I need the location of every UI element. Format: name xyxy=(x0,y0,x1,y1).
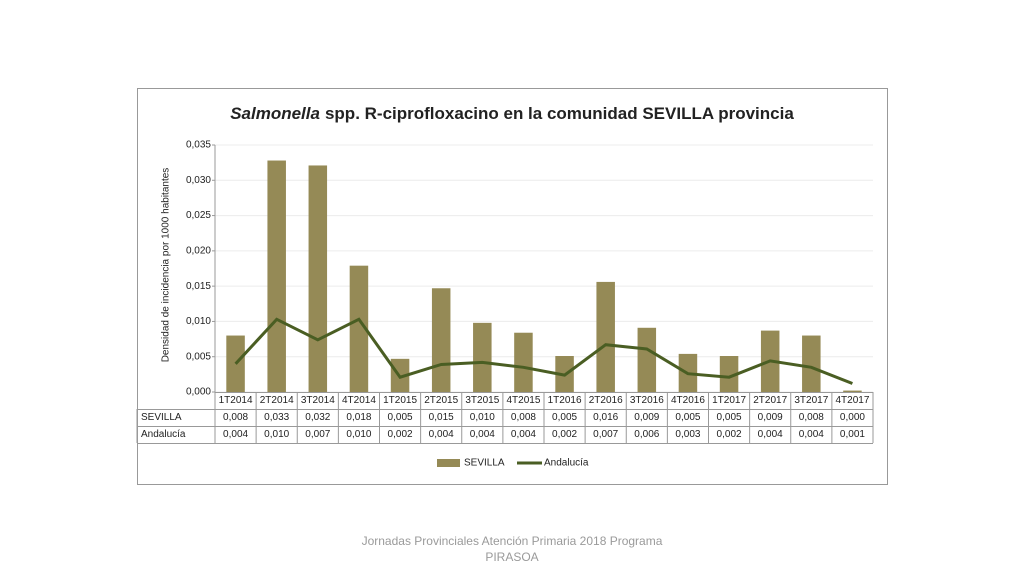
x-tick-label: 1T2016 xyxy=(548,395,582,406)
y-tick-label: 0,015 xyxy=(186,281,211,292)
table-value: 0,010 xyxy=(346,429,371,440)
table-value: 0,005 xyxy=(675,412,700,423)
table-value: 0,006 xyxy=(634,429,659,440)
chart-title: Salmonella spp. R-ciprofloxacino en la co… xyxy=(230,104,794,123)
table-value: 0,000 xyxy=(840,412,865,423)
bar xyxy=(349,265,369,392)
table-value: 0,005 xyxy=(552,412,577,423)
x-tick-label: 1T2014 xyxy=(219,395,253,406)
x-tick-label: 4T2015 xyxy=(506,395,540,406)
y-tick-label: 0,025 xyxy=(186,210,211,221)
x-tick-label: 3T2015 xyxy=(465,395,499,406)
x-tick-label: 2T2015 xyxy=(424,395,458,406)
title-rest: spp. R-ciprofloxacino en la comunidad SE… xyxy=(325,104,794,123)
table-value: 0,008 xyxy=(511,412,536,423)
table-value: 0,009 xyxy=(758,412,783,423)
x-tick-label: 2T2017 xyxy=(753,395,787,406)
bar xyxy=(267,160,286,392)
table-value: 0,010 xyxy=(264,429,289,440)
x-tick-label: 2T2016 xyxy=(589,395,623,406)
line xyxy=(234,317,853,385)
bar xyxy=(802,335,821,392)
table-value: 0,018 xyxy=(346,412,371,423)
y-tick-label: 0,030 xyxy=(186,175,211,186)
legend-label: Andalucía xyxy=(544,458,589,469)
table-value: 0,004 xyxy=(511,429,536,440)
x-tick-label: 4T2017 xyxy=(835,395,869,406)
table-value: 0,003 xyxy=(675,429,700,440)
y-axis-label: Densidad de incidencia por 1000 habitant… xyxy=(161,168,172,363)
legend-swatch xyxy=(437,459,460,467)
y-tick-label: 0,020 xyxy=(186,245,211,256)
table-value: 0,009 xyxy=(634,412,659,423)
table-value: 0,002 xyxy=(717,429,742,440)
table-value: 0,002 xyxy=(388,429,413,440)
bar xyxy=(637,327,657,392)
legend-label: SEVILLA xyxy=(464,458,505,469)
table-value: 0,008 xyxy=(799,412,824,423)
bar xyxy=(431,288,451,392)
y-tick-label: 0,005 xyxy=(186,351,211,362)
bar xyxy=(308,165,328,392)
bar xyxy=(473,322,492,392)
table-value: 0,015 xyxy=(429,412,454,423)
title-italic: Salmonella xyxy=(230,104,320,123)
table-value: 0,004 xyxy=(223,429,248,440)
table-value: 0,004 xyxy=(429,429,454,440)
table-row-label: Andalucía xyxy=(141,429,186,440)
y-tick-label: 0,035 xyxy=(186,140,211,151)
x-tick-label: 1T2017 xyxy=(712,395,746,406)
x-tick-label: 1T2015 xyxy=(383,395,417,406)
table-value: 0,004 xyxy=(799,429,824,440)
y-tick-label: 0,000 xyxy=(186,387,211,398)
bar xyxy=(226,335,245,392)
table-value: 0,004 xyxy=(470,429,495,440)
y-tick-label: 0,010 xyxy=(186,316,211,327)
table-value: 0,033 xyxy=(264,412,289,423)
x-tick-label: 4T2014 xyxy=(342,395,376,406)
bar xyxy=(596,281,615,392)
table-value: 0,007 xyxy=(593,429,618,440)
table-value: 0,008 xyxy=(223,412,248,423)
table-value: 0,010 xyxy=(470,412,495,423)
bar xyxy=(843,390,862,392)
x-tick-label: 4T2016 xyxy=(671,395,705,406)
bar xyxy=(514,332,533,392)
bar xyxy=(719,356,739,392)
x-tick-label: 3T2017 xyxy=(794,395,828,406)
table-value: 0,007 xyxy=(305,429,330,440)
x-tick-label: 3T2016 xyxy=(630,395,664,406)
table-row-label: SEVILLA xyxy=(141,412,182,423)
table-value: 0,004 xyxy=(758,429,783,440)
table-value: 0,005 xyxy=(388,412,413,423)
x-tick-label: 2T2014 xyxy=(260,395,294,406)
footer: Jornadas Provinciales Atención Primaria … xyxy=(361,534,663,564)
table-value: 0,002 xyxy=(552,429,577,440)
table-value: 0,001 xyxy=(840,429,865,440)
table-value: 0,005 xyxy=(717,412,742,423)
x-tick-label: 3T2014 xyxy=(301,395,335,406)
table-value: 0,016 xyxy=(593,412,618,423)
table-value: 0,032 xyxy=(305,412,330,423)
